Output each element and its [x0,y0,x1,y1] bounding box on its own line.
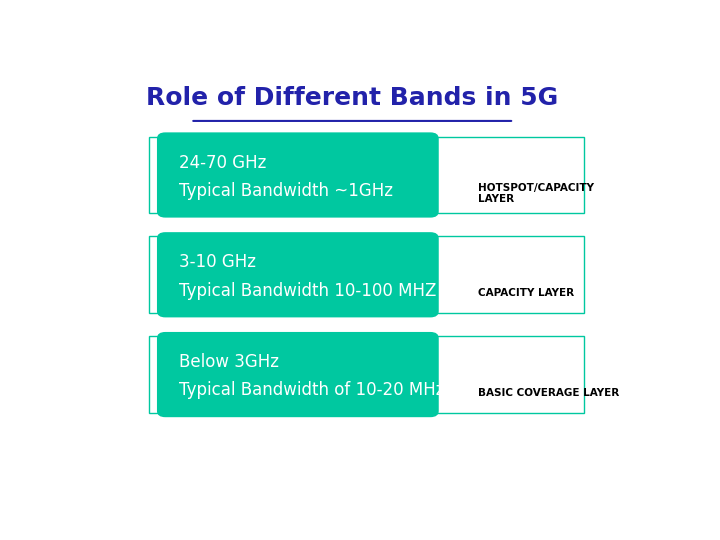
FancyBboxPatch shape [157,132,438,218]
FancyBboxPatch shape [148,336,584,413]
Text: 3-10 GHz: 3-10 GHz [179,253,256,271]
FancyBboxPatch shape [157,232,438,318]
FancyBboxPatch shape [157,332,438,417]
Text: Typical Bandwidth ~1GHz: Typical Bandwidth ~1GHz [179,182,393,200]
FancyBboxPatch shape [148,237,584,313]
Text: Typical Bandwidth of 10-20 MHz: Typical Bandwidth of 10-20 MHz [179,381,445,400]
Text: HOTSPOT/CAPACITY
LAYER: HOTSPOT/CAPACITY LAYER [478,183,594,204]
Text: CAPACITY LAYER: CAPACITY LAYER [478,288,574,298]
Text: BASIC COVERAGE LAYER: BASIC COVERAGE LAYER [478,388,619,398]
Text: Role of Different Bands in 5G: Role of Different Bands in 5G [146,85,559,110]
Text: 24-70 GHz: 24-70 GHz [179,153,266,172]
FancyBboxPatch shape [148,137,584,213]
Text: Typical Bandwidth 10-100 MHZ: Typical Bandwidth 10-100 MHZ [179,281,436,300]
Text: Below 3GHz: Below 3GHz [179,353,279,371]
